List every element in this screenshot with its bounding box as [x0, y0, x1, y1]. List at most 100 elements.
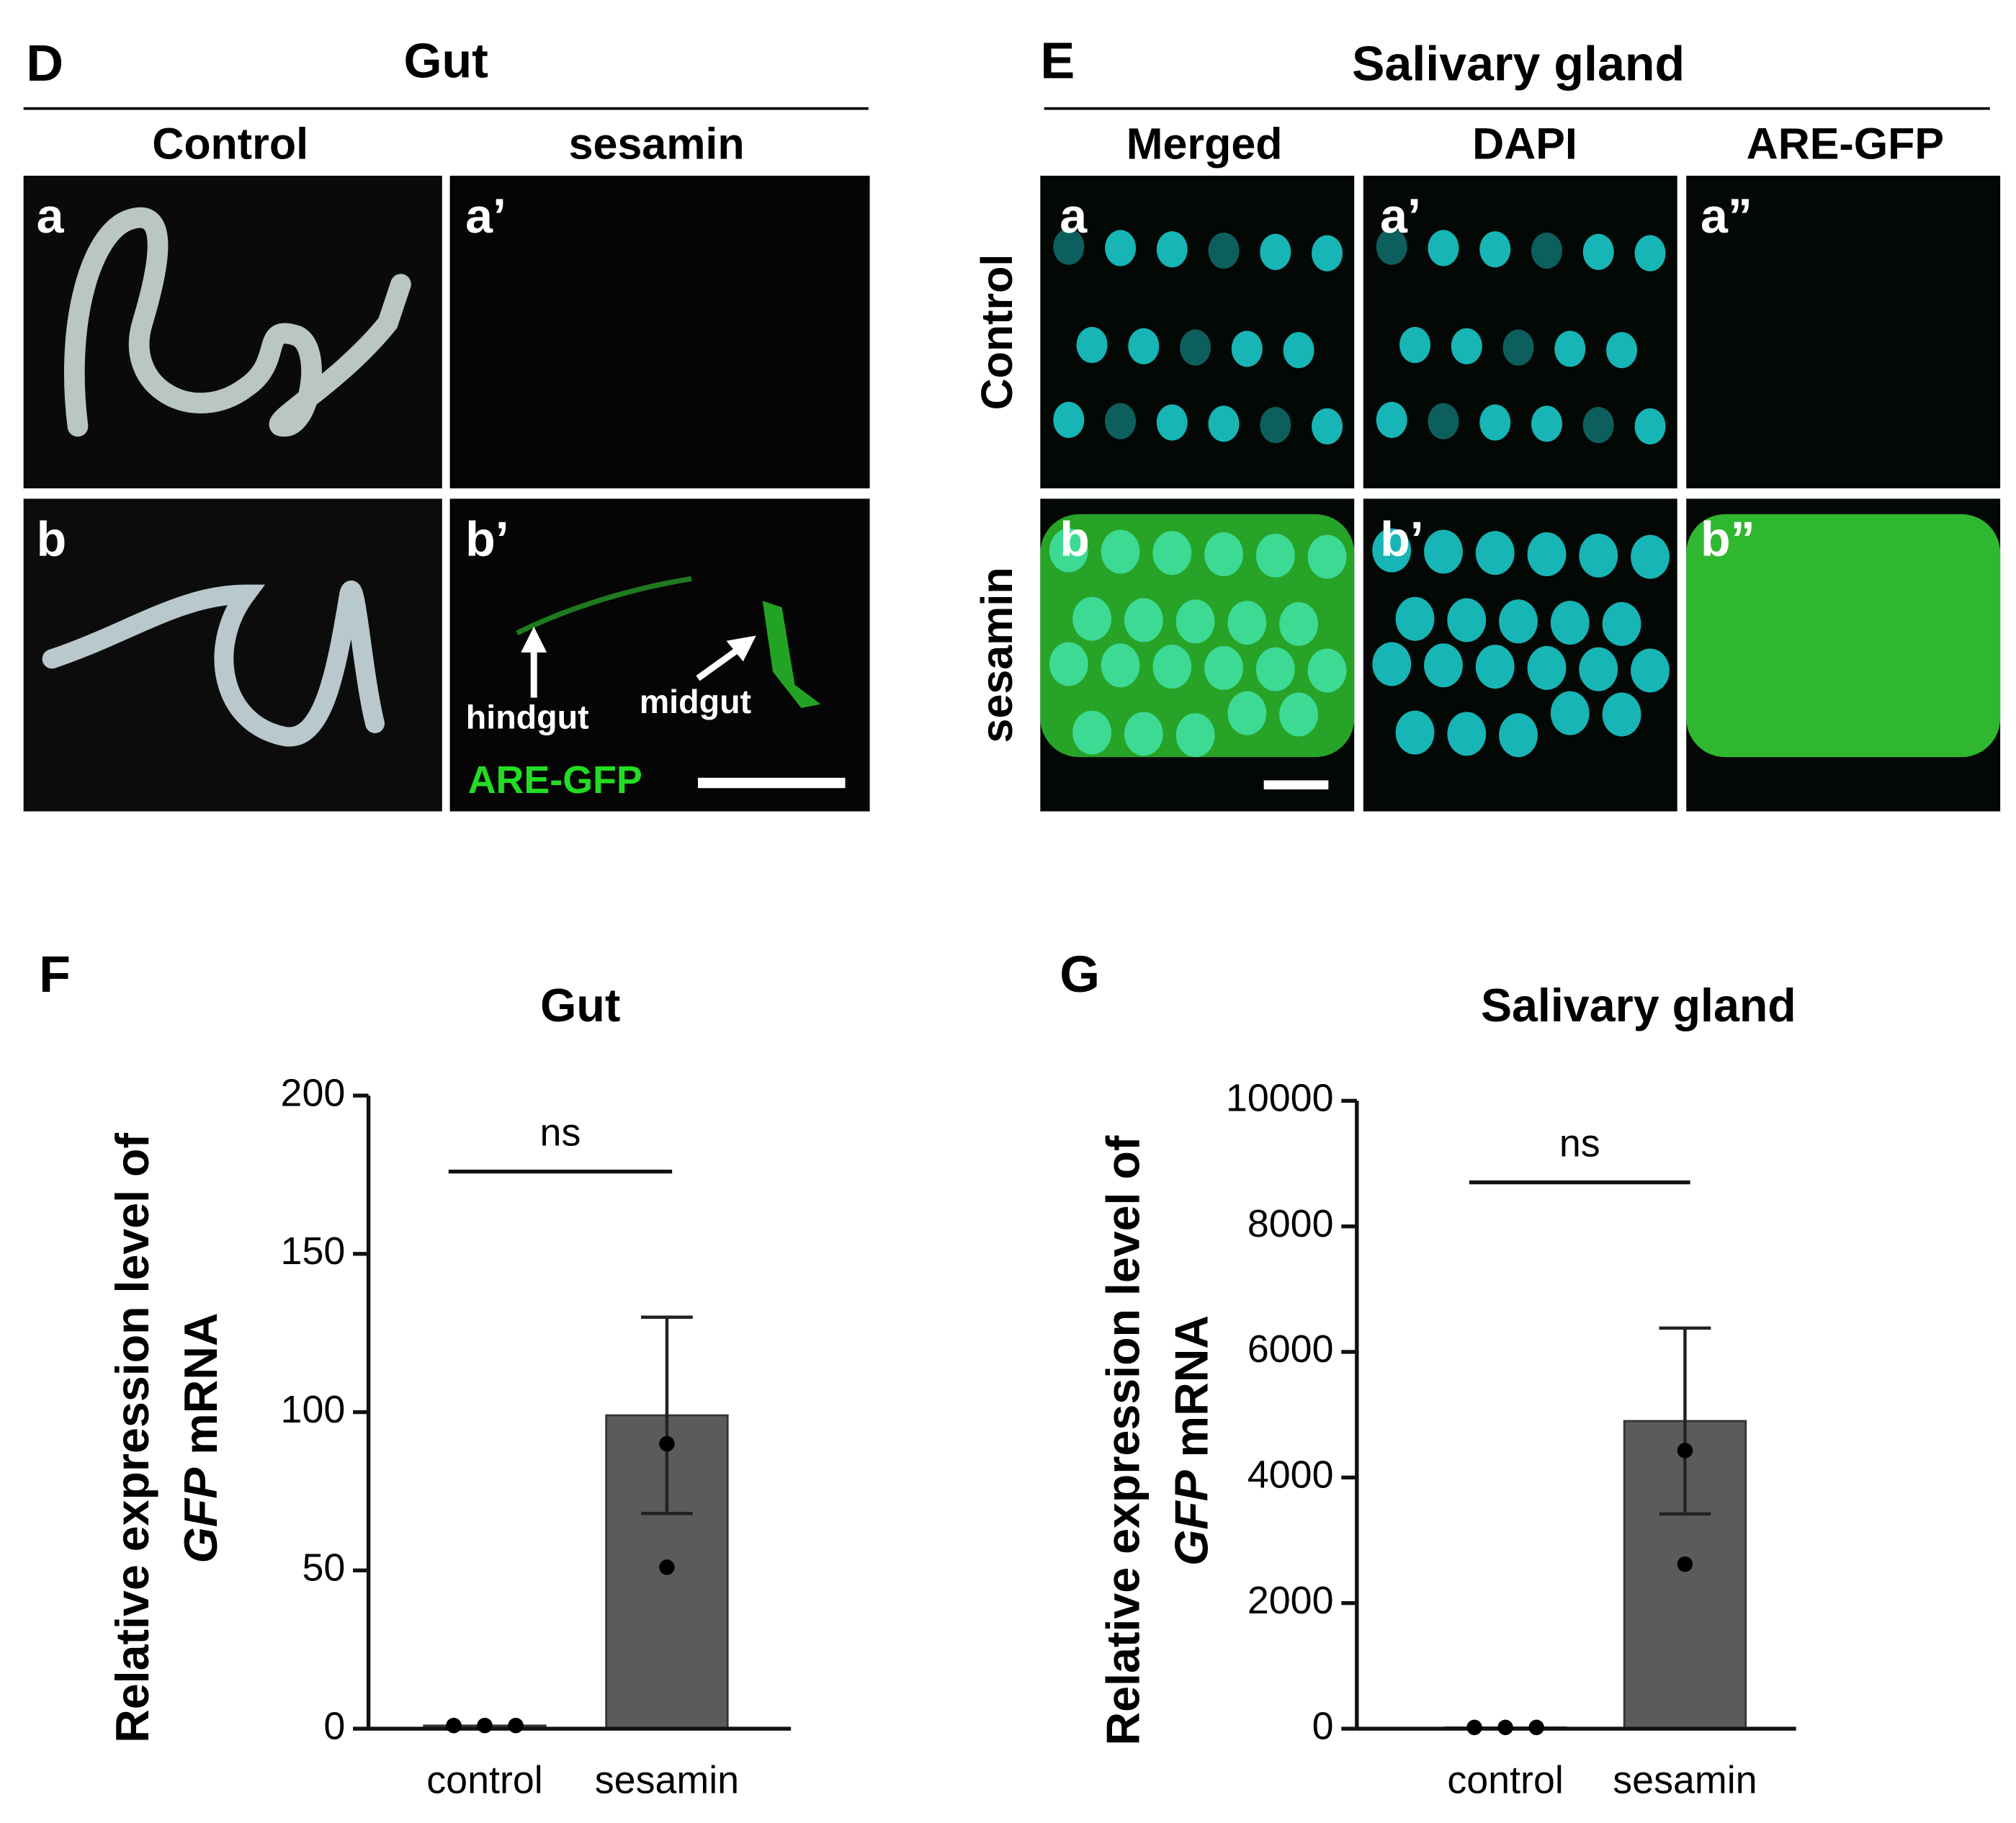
nucleus	[1372, 528, 1412, 573]
column-label: sesamin	[569, 120, 745, 169]
x-tick-label: control	[1447, 1759, 1563, 1802]
nucleus	[1312, 408, 1343, 445]
data-point	[1528, 1719, 1544, 1736]
nucleus	[1260, 233, 1291, 270]
nucleus	[1634, 408, 1666, 445]
channel-label: ARE-GFP	[468, 758, 642, 802]
nucleus	[1152, 645, 1192, 689]
nucleus	[1307, 534, 1347, 579]
nucleus	[1307, 648, 1347, 693]
arrow	[726, 635, 756, 662]
nucleus	[1124, 712, 1163, 756]
nucleus	[1279, 601, 1319, 646]
y-axis-label: Relative expression level of	[107, 1133, 158, 1743]
nucleus	[1204, 532, 1243, 577]
nucleus	[1447, 712, 1487, 756]
y-tick-label: 10000	[1226, 1077, 1334, 1120]
nucleus	[1602, 601, 1641, 646]
nucleus	[1208, 232, 1240, 269]
row-label: Control	[972, 254, 1021, 411]
nucleus	[1554, 331, 1586, 367]
nucleus	[1053, 401, 1085, 439]
tissue	[1686, 514, 2001, 758]
image-label: b’	[1380, 511, 1424, 566]
data-point	[1497, 1719, 1513, 1736]
nucleus	[1550, 691, 1590, 735]
nucleus	[1204, 645, 1243, 690]
y-tick-label: 100	[281, 1388, 346, 1431]
panel-title: Salivary gland	[1352, 36, 1685, 91]
y-axis-label-italic: GFP	[1166, 1469, 1218, 1566]
nucleus	[1395, 596, 1435, 641]
data-point	[659, 1559, 675, 1575]
annotation: midgut	[640, 683, 751, 720]
arrow	[696, 645, 742, 681]
nucleus	[1072, 710, 1112, 755]
nucleus	[1399, 326, 1431, 364]
nucleus	[1376, 228, 1407, 265]
y-tick-label: 200	[281, 1071, 346, 1114]
nucleus	[1124, 598, 1163, 642]
y-tick-label: 0	[1312, 1704, 1334, 1747]
image-label: b	[1059, 511, 1090, 566]
gfp-signal	[762, 601, 821, 708]
y-axis-label: GFP mRNA	[175, 1312, 227, 1563]
nucleus	[1175, 599, 1215, 644]
nucleus	[1049, 528, 1088, 573]
nucleus	[1502, 329, 1534, 366]
x-tick-label: sesamin	[1613, 1759, 1757, 1802]
nucleus	[1499, 713, 1538, 758]
nucleus	[1631, 534, 1670, 579]
nucleus	[1428, 230, 1459, 266]
data-point	[659, 1435, 675, 1452]
nucleus	[1447, 598, 1487, 642]
nucleus	[1105, 230, 1137, 266]
nucleus	[1527, 645, 1567, 690]
nucleus	[1395, 710, 1435, 755]
image-label: a’	[465, 189, 506, 243]
nucleus	[1255, 533, 1295, 578]
y-tick-label: 4000	[1247, 1454, 1334, 1497]
nucleus	[1260, 407, 1291, 444]
nucleus	[1376, 401, 1407, 439]
y-tick-label: 6000	[1247, 1327, 1334, 1371]
image-label: a	[37, 189, 65, 243]
y-tick-label: 150	[281, 1229, 346, 1273]
nucleus	[1372, 642, 1412, 686]
y-axis-label-rest: mRNA	[175, 1312, 227, 1454]
nucleus	[1479, 231, 1511, 268]
significance-label: ns	[1559, 1122, 1600, 1165]
nucleus	[1579, 533, 1618, 578]
image-label: a	[1059, 189, 1088, 243]
chart-title: Gut	[540, 980, 620, 1031]
nucleus	[1424, 529, 1463, 574]
image-label: b	[37, 511, 67, 566]
row-label: sesamin	[972, 567, 1021, 743]
data-point	[477, 1717, 493, 1734]
column-label: Merged	[1126, 120, 1283, 169]
nucleus	[1101, 643, 1140, 688]
scale-bar	[697, 777, 846, 789]
nucleus	[1156, 231, 1188, 268]
panel-label: E	[1040, 32, 1075, 90]
image-label: a”	[1701, 189, 1752, 243]
y-tick-label: 2000	[1247, 1579, 1334, 1622]
image-label: b”	[1701, 511, 1755, 566]
panel-label: D	[26, 35, 63, 92]
nucleus	[1152, 531, 1192, 575]
gfp-signal	[516, 576, 692, 636]
nucleus	[1105, 403, 1137, 439]
nucleus	[1072, 596, 1112, 641]
nucleus	[1582, 407, 1614, 444]
nucleus	[1475, 531, 1515, 575]
nucleus	[1527, 532, 1567, 577]
nucleus	[1531, 232, 1563, 269]
nucleus	[1602, 692, 1641, 737]
data-point	[1677, 1443, 1693, 1459]
x-tick-label: control	[426, 1759, 542, 1802]
nucleus	[1231, 331, 1263, 367]
nucleus	[1180, 329, 1211, 366]
micrograph	[1363, 498, 1677, 812]
nucleus	[1227, 601, 1267, 645]
gut-image	[64, 207, 411, 437]
